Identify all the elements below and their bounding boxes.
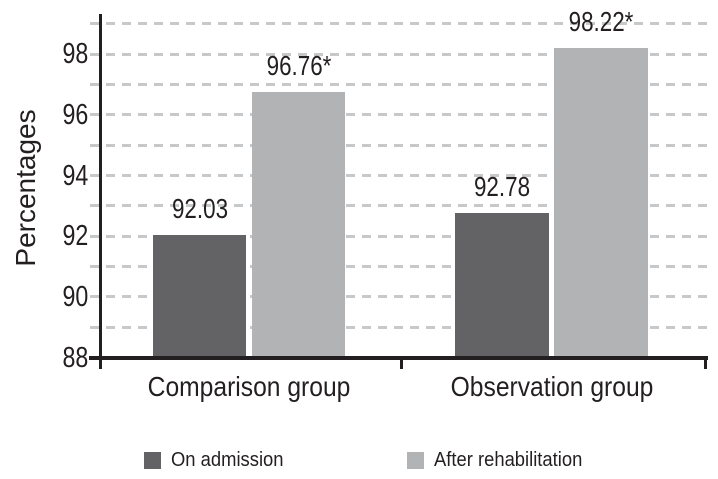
gridline-96 [90,113,708,117]
legend-swatch-on-admission [144,451,161,469]
legend-item-after-rehabilitation: After rehabilitation [407,449,595,471]
category-label-comparison-group: Comparison group [147,371,351,402]
x-axis-line [89,356,708,360]
y-tick-label-96: 96 [62,98,88,131]
legend-item-on-admission: On admission [144,449,293,471]
bar-after-rehabilitation-observation-group [554,47,648,359]
gridline-99 [90,22,708,26]
gridline-98 [90,52,708,56]
y-tick-label-94: 94 [62,159,88,192]
gridline-92 [90,234,708,238]
legend-swatch-after-rehabilitation [407,451,424,469]
y-tick-label-92: 92 [62,220,88,253]
bar-on-admission-observation-group [455,212,549,359]
y-tick-label-90: 90 [62,280,88,313]
bar-after-rehabilitation-comparison-group [251,91,346,359]
gridline-90 [90,295,708,299]
legend-label-after-rehabilitation: After rehabilitation [434,449,583,471]
value-label-on-admission-comparison-group: 92.03 [171,193,228,225]
category-label-observation-group: Observation group [450,371,653,402]
value-label-after-rehabilitation-comparison-group: 96.76* [266,49,331,81]
legend-label-on-admission: On admission [171,449,284,471]
gridline-95 [90,143,708,147]
gridline-89 [90,325,708,329]
gridline-94 [90,174,708,178]
bar-on-admission-comparison-group [152,235,247,359]
value-label-after-rehabilitation-observation-group: 98.22* [568,5,634,37]
y-tick-label-88: 88 [62,341,88,374]
y-axis-line [99,14,102,369]
gridline-97 [90,83,708,87]
value-label-on-admission-observation-group: 92.78 [473,170,531,202]
gridline-91 [90,265,708,268]
x-axis-tick-right [704,356,707,369]
gridline-93 [90,204,708,208]
x-axis-tick-middle [400,356,403,369]
y-tick-label-98: 98 [62,38,88,71]
